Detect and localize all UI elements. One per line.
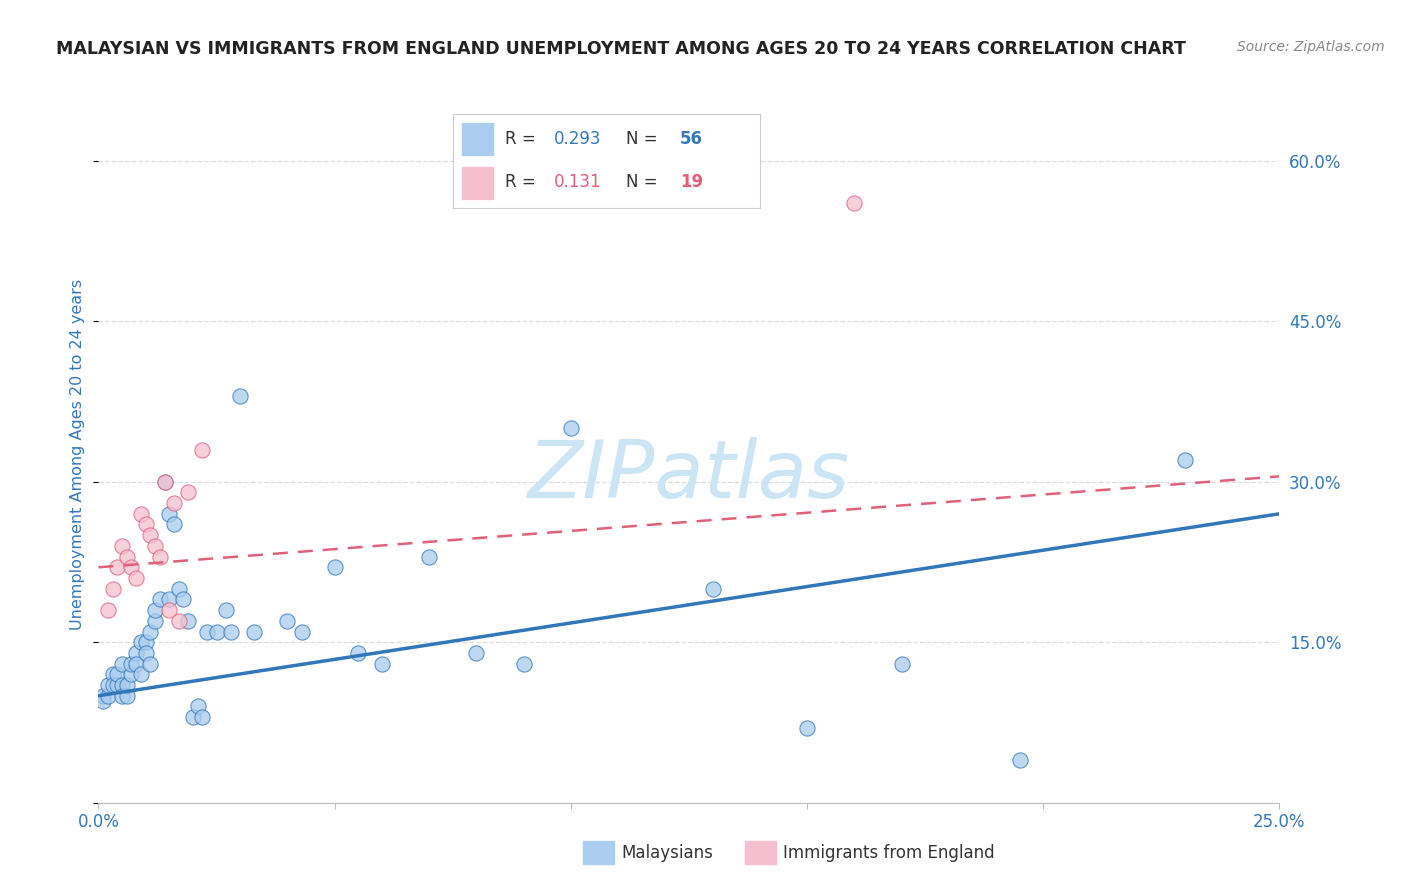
Point [105, 560, 128, 574]
Point [129, 507, 152, 521]
Point [796, 721, 818, 735]
Point [465, 646, 488, 660]
Point [121, 657, 143, 671]
Point [111, 539, 134, 553]
Point [111, 678, 134, 692]
Text: Immigrants from England: Immigrants from England [783, 844, 995, 862]
Text: MALAYSIAN VS IMMIGRANTS FROM ENGLAND UNEMPLOYMENT AMONG AGES 20 TO 24 YEARS CORR: MALAYSIAN VS IMMIGRANTS FROM ENGLAND UNE… [56, 40, 1187, 58]
Point [157, 507, 180, 521]
Point [97, 603, 120, 617]
Point [149, 549, 172, 564]
Point [125, 571, 148, 585]
Point [153, 475, 176, 489]
Point [139, 528, 162, 542]
Point [153, 475, 176, 489]
Point [139, 657, 162, 671]
Point [115, 678, 138, 692]
Point [101, 678, 124, 692]
Point [125, 657, 148, 671]
Point [121, 667, 143, 681]
Point [115, 549, 138, 564]
Point [890, 657, 912, 671]
Point [229, 389, 252, 403]
Point [111, 657, 134, 671]
Point [111, 689, 134, 703]
Text: Malaysians: Malaysians [621, 844, 713, 862]
Point [121, 560, 143, 574]
Point [181, 710, 204, 724]
Point [219, 624, 242, 639]
Point [191, 442, 214, 457]
Point [139, 624, 162, 639]
Point [163, 517, 186, 532]
Point [163, 496, 186, 510]
Point [418, 549, 440, 564]
Point [167, 614, 190, 628]
Point [702, 582, 724, 596]
Point [323, 560, 346, 574]
Point [105, 678, 128, 692]
Point [195, 624, 218, 639]
Point [149, 592, 172, 607]
Point [97, 689, 120, 703]
Point [1174, 453, 1197, 467]
Point [205, 624, 228, 639]
Point [157, 603, 180, 617]
Point [91, 694, 114, 708]
Point [135, 635, 157, 649]
Point [177, 485, 200, 500]
Point [135, 646, 157, 660]
Point [560, 421, 582, 435]
Point [276, 614, 298, 628]
Point [172, 592, 194, 607]
Point [243, 624, 266, 639]
Point [115, 689, 138, 703]
Point [1008, 753, 1031, 767]
Point [125, 646, 148, 660]
Point [187, 699, 209, 714]
Point [135, 517, 157, 532]
Point [177, 614, 200, 628]
Point [290, 624, 312, 639]
Point [844, 196, 866, 211]
Text: ZIPatlas: ZIPatlas [527, 437, 851, 515]
Point [97, 678, 120, 692]
Point [167, 582, 190, 596]
Y-axis label: Unemployment Among Ages 20 to 24 years: Unemployment Among Ages 20 to 24 years [70, 279, 86, 631]
Point [215, 603, 238, 617]
Point [143, 539, 166, 553]
Point [157, 592, 180, 607]
Point [191, 710, 214, 724]
Point [101, 667, 124, 681]
Point [347, 646, 370, 660]
Point [512, 657, 534, 671]
Point [129, 635, 152, 649]
Point [91, 689, 114, 703]
Point [143, 614, 166, 628]
Text: Source: ZipAtlas.com: Source: ZipAtlas.com [1237, 40, 1385, 54]
Point [101, 582, 124, 596]
Point [129, 667, 152, 681]
Point [105, 667, 128, 681]
Point [371, 657, 394, 671]
Point [143, 603, 166, 617]
